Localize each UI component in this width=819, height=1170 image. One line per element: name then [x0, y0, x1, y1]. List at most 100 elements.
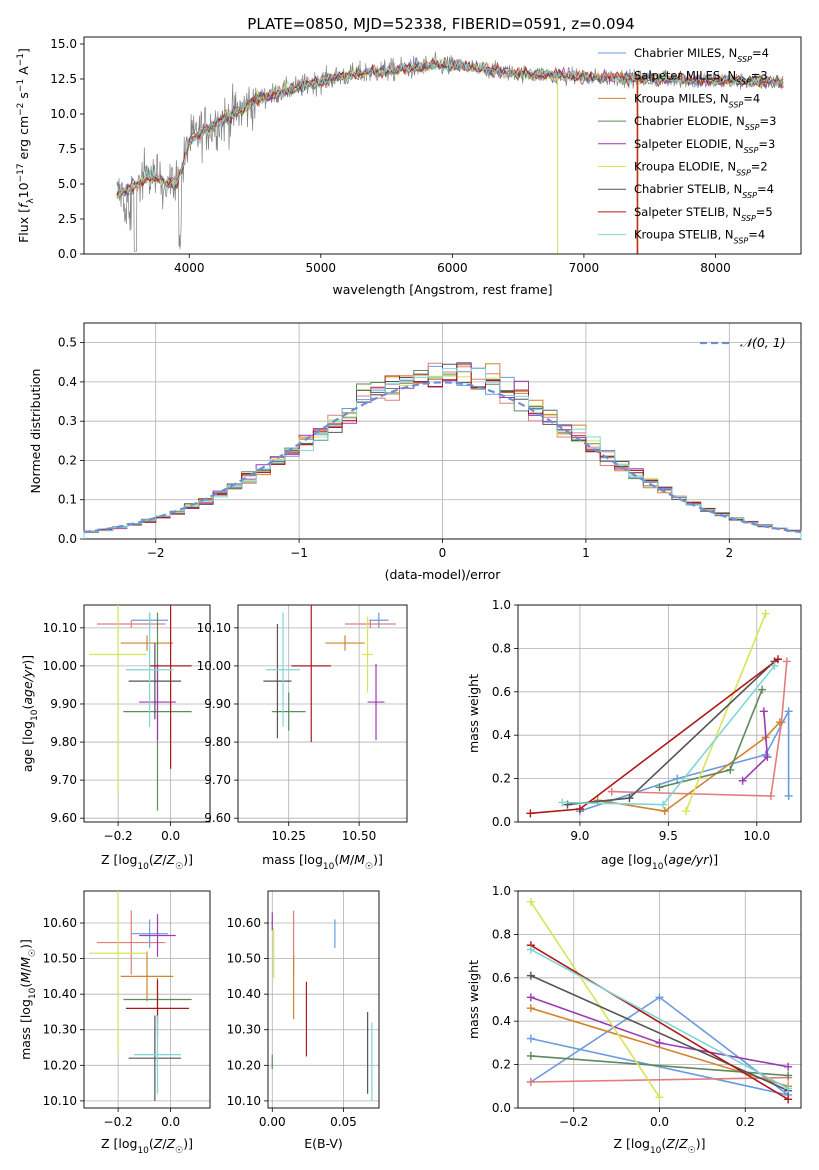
legend-entry-kroupa-miles: Kroupa MILES, NSSP=4 — [634, 91, 760, 109]
y-tick-label: 10.10 — [43, 621, 77, 635]
spectrum-legend: Chabrier MILES, NSSP=4 Salpeter MILES, NS… — [598, 46, 776, 245]
x-tick-label: −0.2 — [104, 829, 133, 843]
y-tick-label: 0.1 — [58, 493, 77, 507]
spectrum-lines — [116, 51, 784, 254]
point-salpeter-elodie — [139, 664, 176, 741]
data-point — [759, 707, 768, 716]
y-tick-label: 10.40 — [43, 987, 77, 1001]
age-vs-Z-points — [89, 605, 192, 811]
y-tick-label: 0.8 — [492, 641, 511, 655]
data-point — [784, 1071, 793, 1080]
data-point — [659, 800, 668, 809]
x-tick-label: 0.0 — [650, 1115, 669, 1129]
series-line — [685, 613, 767, 812]
x-axis-label: mass [log10(M/M☉)] — [262, 852, 383, 872]
y-tick-label: 12.5 — [50, 72, 77, 86]
data-point — [726, 765, 735, 774]
x-tick-label: 1 — [582, 546, 590, 560]
point-salpeter-stelib — [291, 605, 331, 743]
axes-frame — [83, 36, 802, 255]
point-salpeter-elodie — [367, 664, 385, 741]
series-line — [530, 948, 789, 1090]
data-point — [758, 685, 767, 694]
axes-frame — [83, 890, 211, 1109]
x-axis-label: Z [log10(Z/Z☉)] — [613, 1136, 705, 1156]
y-axis-label: Flux [fλ10−17 erg cm−2 s−1 A−1] — [16, 48, 36, 243]
x-tick-label: 4000 — [174, 261, 205, 275]
data-point — [766, 791, 775, 800]
residuals-panel: −2 −1 0 1 2 0.0 0.1 0.2 0.3 0.4 0.5 𝒩(0, 1) (data-mo… — [28, 322, 802, 582]
y-tick-label: 10.30 — [43, 1023, 77, 1037]
y-tick-label: 2.5 — [58, 212, 77, 226]
point-salpeter-miles — [97, 620, 166, 628]
axes-frame — [517, 890, 802, 1109]
point-kroupa-miles — [325, 635, 365, 651]
series-kroupa-elodie — [526, 897, 664, 1102]
data-point — [770, 661, 779, 670]
x-tick-label: −2 — [147, 546, 165, 560]
y-tick-label: 10.10 — [197, 621, 231, 635]
y-tick-label: 0.2 — [492, 1058, 511, 1072]
histogram-kroupa-stelib — [83, 367, 802, 539]
y-tick-label: 0.6 — [492, 685, 511, 699]
data-point — [784, 791, 793, 800]
data-point — [660, 807, 669, 816]
legend-entry-salpeter-miles: Salpeter MILES, NSSP=3 — [634, 69, 768, 87]
data-point — [784, 1062, 793, 1071]
y-tick-label: 1.0 — [492, 884, 511, 898]
data-point — [526, 945, 535, 954]
x-tick-label: −0.2 — [559, 1115, 588, 1129]
x-tick-label: 0.2 — [736, 1115, 755, 1129]
mass-vs-Z-points — [89, 891, 192, 1101]
point-kroupa-stelib — [126, 612, 174, 727]
x-tick-label: 9.5 — [659, 829, 678, 843]
data-point — [784, 707, 793, 716]
age-vs-mass-panel: 10.25 10.50 9.60 9.70 9.80 9.90 10.00 10.10 mass… — [197, 604, 408, 872]
spectrum-panel: 4000 5000 6000 7000 8000 0.0 2.5 5.0 7.5 10.0 12.5… — [16, 36, 802, 297]
mass-vs-Z-panel: −0.2 0.0 10.10 10.20 10.30 10.40 10.50 10.60 Z [… — [18, 890, 211, 1156]
data-point — [761, 609, 770, 618]
legend-entry-chabrier-elodie: Chabrier ELODIE, NSSP=3 — [634, 114, 776, 132]
data-point — [607, 787, 616, 796]
y-tick-label: 10.0 — [50, 107, 77, 121]
data-point — [682, 807, 691, 816]
x-axis-label: E(B-V) — [304, 1136, 343, 1151]
age-vs-Z-panel: −0.2 0.0 9.60 9.70 9.80 9.90 10.00 10.10 Z [log1… — [20, 604, 211, 872]
y-tick-label: 10.50 — [43, 952, 77, 966]
x-tick-label: 10.50 — [342, 829, 376, 843]
series-line — [611, 661, 788, 797]
weight-vs-Z-panel: −0.2 0.0 0.2 0.0 0.2 0.4 0.6 0.8 1.0 Z [log10(Z/Z… — [466, 884, 802, 1156]
point-kroupa-elodie — [89, 891, 147, 1053]
y-tick-label: 0.2 — [492, 772, 511, 786]
data-point — [655, 1038, 664, 1047]
y-tick-label: 1.0 — [492, 598, 511, 612]
series-salpeter-elodie — [526, 993, 793, 1071]
legend-entry-normal: 𝒩(0, 1) — [740, 335, 786, 350]
x-tick-label: 0.05 — [330, 1115, 357, 1129]
y-tick-label: 0.2 — [58, 453, 77, 467]
data-point — [526, 1034, 535, 1043]
x-tick-label: 8000 — [700, 261, 731, 275]
point-salpeter-miles — [97, 910, 166, 975]
data-point — [655, 1093, 664, 1102]
point-kroupa-miles — [120, 635, 174, 651]
data-point — [763, 752, 772, 761]
y-tick-label: 0.5 — [58, 336, 77, 350]
x-tick-label: 0.0 — [161, 829, 180, 843]
legend-entry-kroupa-elodie: Kroupa ELODIE, NSSP=2 — [634, 160, 768, 178]
age-vs-mass-points — [263, 605, 396, 743]
mass-vs-EBV-panel: 0.00 0.05 10.10 10.20 10.30 10.40 10.50 10.60 E(… — [227, 890, 380, 1151]
y-tick-label: 10.50 — [227, 952, 261, 966]
x-tick-label: 10.25 — [272, 829, 306, 843]
y-tick-label: 10.40 — [227, 987, 261, 1001]
normal-curve — [83, 381, 802, 534]
axes-frame — [517, 604, 802, 823]
series-salpeter-stelib — [526, 655, 783, 818]
legend-entry-salpeter-elodie: Salpeter ELODIE, NSSP=3 — [634, 137, 775, 155]
series-line — [530, 996, 789, 1096]
axes-frame — [237, 604, 408, 823]
data-point — [558, 798, 567, 807]
x-tick-label: 9.0 — [570, 829, 589, 843]
y-tick-label: 10.00 — [43, 659, 77, 673]
x-tick-label: 0.00 — [259, 1115, 286, 1129]
